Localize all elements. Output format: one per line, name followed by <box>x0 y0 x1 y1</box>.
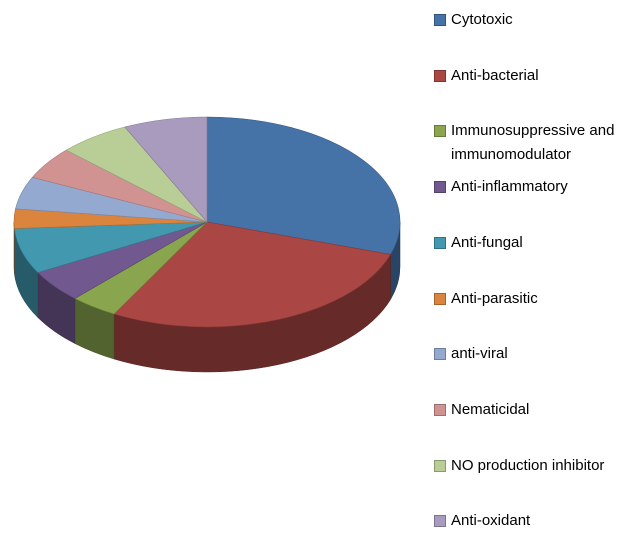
legend-label: Anti-inflammatory <box>451 175 568 199</box>
legend-item: NO production inhibitor <box>434 454 634 478</box>
legend-swatch <box>434 348 446 360</box>
legend-label: Anti-bacterial <box>451 64 539 88</box>
legend-item: Nematicidal <box>434 398 634 422</box>
legend-label: Cytotoxic <box>451 8 513 32</box>
pie-chart <box>0 0 430 531</box>
legend-swatch <box>434 237 446 249</box>
legend-item: Anti-oxidant <box>434 509 634 533</box>
legend-label: Anti-oxidant <box>451 509 530 533</box>
legend-swatch <box>434 125 446 137</box>
legend-item: Anti-fungal <box>434 231 634 255</box>
legend-item: Anti-bacterial <box>434 64 634 88</box>
legend-label: NO production inhibitor <box>451 454 604 478</box>
legend-item: Cytotoxic <box>434 8 634 32</box>
legend-label: anti-viral <box>451 342 508 366</box>
legend-swatch <box>434 515 446 527</box>
legend-item: Anti-inflammatory <box>434 175 634 199</box>
legend-label: Immunosuppressive and immunomodulator <box>451 119 634 167</box>
legend-swatch <box>434 460 446 472</box>
legend-item: anti-viral <box>434 342 634 366</box>
legend-item: Anti-parasitic <box>434 287 634 311</box>
legend-swatch <box>434 404 446 416</box>
legend-label: Anti-fungal <box>451 231 523 255</box>
legend-swatch <box>434 70 446 82</box>
legend-swatch <box>434 181 446 193</box>
legend-item: Immunosuppressive and immunomodulator <box>434 119 634 167</box>
legend-label: Anti-parasitic <box>451 287 538 311</box>
legend-label: Nematicidal <box>451 398 529 422</box>
legend-swatch <box>434 14 446 26</box>
legend-swatch <box>434 293 446 305</box>
